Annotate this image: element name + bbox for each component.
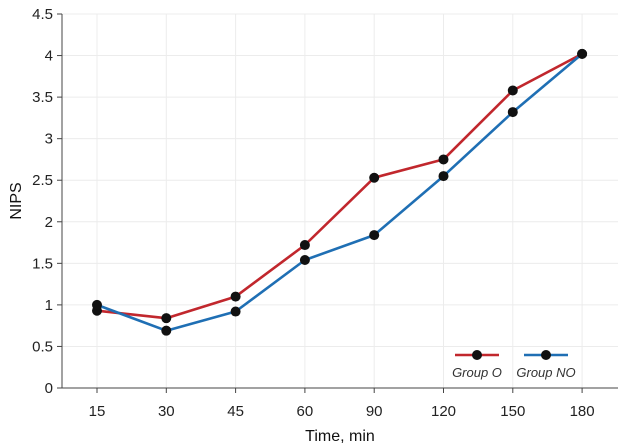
x-tick-label: 15 <box>89 403 106 420</box>
y-tick-label: 0.5 <box>32 338 53 355</box>
x-tick-label: 60 <box>297 403 314 420</box>
y-tick-label: 4 <box>45 48 53 65</box>
legend-marker <box>472 350 482 360</box>
y-tick-label: 2 <box>45 214 53 231</box>
x-axis-title: Time, min <box>305 428 375 445</box>
grid <box>62 13 618 388</box>
x-tick-label: 90 <box>366 403 383 420</box>
legend-label: Group O <box>452 365 502 380</box>
data-point <box>161 313 172 324</box>
data-point <box>577 48 588 59</box>
data-point <box>230 291 241 302</box>
data-point <box>161 325 172 336</box>
data-point <box>507 107 518 118</box>
data-point <box>369 172 380 183</box>
legend-label: Group NO <box>516 365 575 380</box>
y-tick-label: 1 <box>45 297 53 314</box>
legend: Group O Group NO <box>452 350 576 380</box>
y-tick-label: 1.5 <box>32 255 53 272</box>
legend-item: Group O <box>452 350 502 380</box>
data-point <box>230 306 241 317</box>
axes <box>61 14 618 389</box>
x-tick-label: 180 <box>570 403 595 420</box>
series-line <box>96 52 583 320</box>
y-tick-label: 4.5 <box>32 6 53 23</box>
y-tick-label: 0 <box>45 380 53 397</box>
series-layer <box>92 48 588 336</box>
x-tick-label: 30 <box>158 403 175 420</box>
x-tick-label: 45 <box>227 403 244 420</box>
legend-marker <box>541 350 551 360</box>
data-point <box>92 299 102 310</box>
data-point <box>299 240 310 251</box>
legend-item: Group NO <box>516 350 576 380</box>
data-point <box>507 85 518 96</box>
x-ticks: 15 30 45 60 90 120 150 180 <box>89 388 595 420</box>
series-line <box>96 52 583 333</box>
data-point <box>299 255 310 266</box>
y-tick-label: 2.5 <box>32 172 53 189</box>
y-axis-title: NIPS <box>8 182 25 219</box>
x-tick-label: 150 <box>500 403 525 420</box>
y-ticks: 0 0.5 1 1.5 2 2.5 3 3.5 4 4.5 <box>32 6 62 397</box>
data-point <box>438 154 449 165</box>
x-tick-label: 120 <box>431 403 456 420</box>
data-point <box>369 230 380 241</box>
data-point <box>438 171 449 182</box>
y-tick-label: 3.5 <box>32 89 53 106</box>
series-1 <box>92 48 588 336</box>
y-tick-label: 3 <box>45 131 53 148</box>
